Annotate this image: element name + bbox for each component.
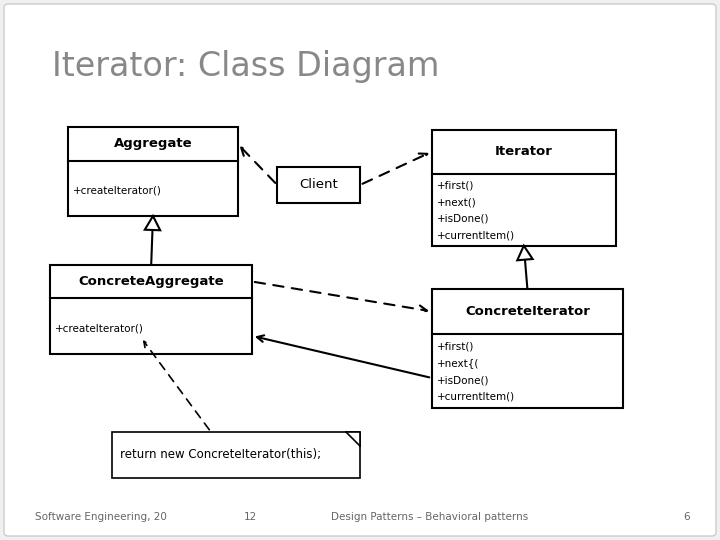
FancyBboxPatch shape — [4, 4, 716, 536]
Text: ConcreteAggregate: ConcreteAggregate — [78, 275, 224, 288]
Bar — [68, 127, 238, 216]
Text: +isDone(): +isDone() — [437, 375, 490, 385]
Text: ConcreteIterator: ConcreteIterator — [465, 305, 590, 318]
Bar — [277, 167, 360, 202]
Bar — [50, 265, 252, 354]
Text: +next{(: +next{( — [437, 359, 480, 368]
Text: Aggregate: Aggregate — [114, 137, 192, 150]
Text: +next(): +next() — [437, 197, 477, 207]
Text: +createIterator(): +createIterator() — [73, 185, 162, 195]
Bar — [112, 432, 360, 478]
Text: +first(): +first() — [437, 181, 474, 191]
Polygon shape — [346, 432, 360, 446]
Text: return new ConcreteIterator(this);: return new ConcreteIterator(this); — [120, 448, 320, 462]
Text: 6: 6 — [683, 512, 690, 522]
Text: +first(): +first() — [437, 342, 474, 352]
Text: +currentItem(): +currentItem() — [437, 230, 515, 240]
Bar — [432, 289, 623, 408]
Text: Design Patterns – Behavioral patterns: Design Patterns – Behavioral patterns — [331, 512, 528, 522]
Text: +isDone(): +isDone() — [437, 214, 490, 224]
Text: Iterator: Iterator — [495, 145, 553, 158]
Text: Software Engineering, 20: Software Engineering, 20 — [35, 512, 167, 522]
Text: 12: 12 — [243, 512, 256, 522]
Polygon shape — [517, 246, 533, 260]
Text: +currentItem(): +currentItem() — [437, 392, 515, 402]
Text: +createIterator(): +createIterator() — [55, 323, 144, 333]
Polygon shape — [145, 216, 160, 230]
Text: Client: Client — [300, 178, 338, 192]
Text: Iterator: Class Diagram: Iterator: Class Diagram — [52, 50, 439, 83]
Bar — [432, 130, 616, 246]
